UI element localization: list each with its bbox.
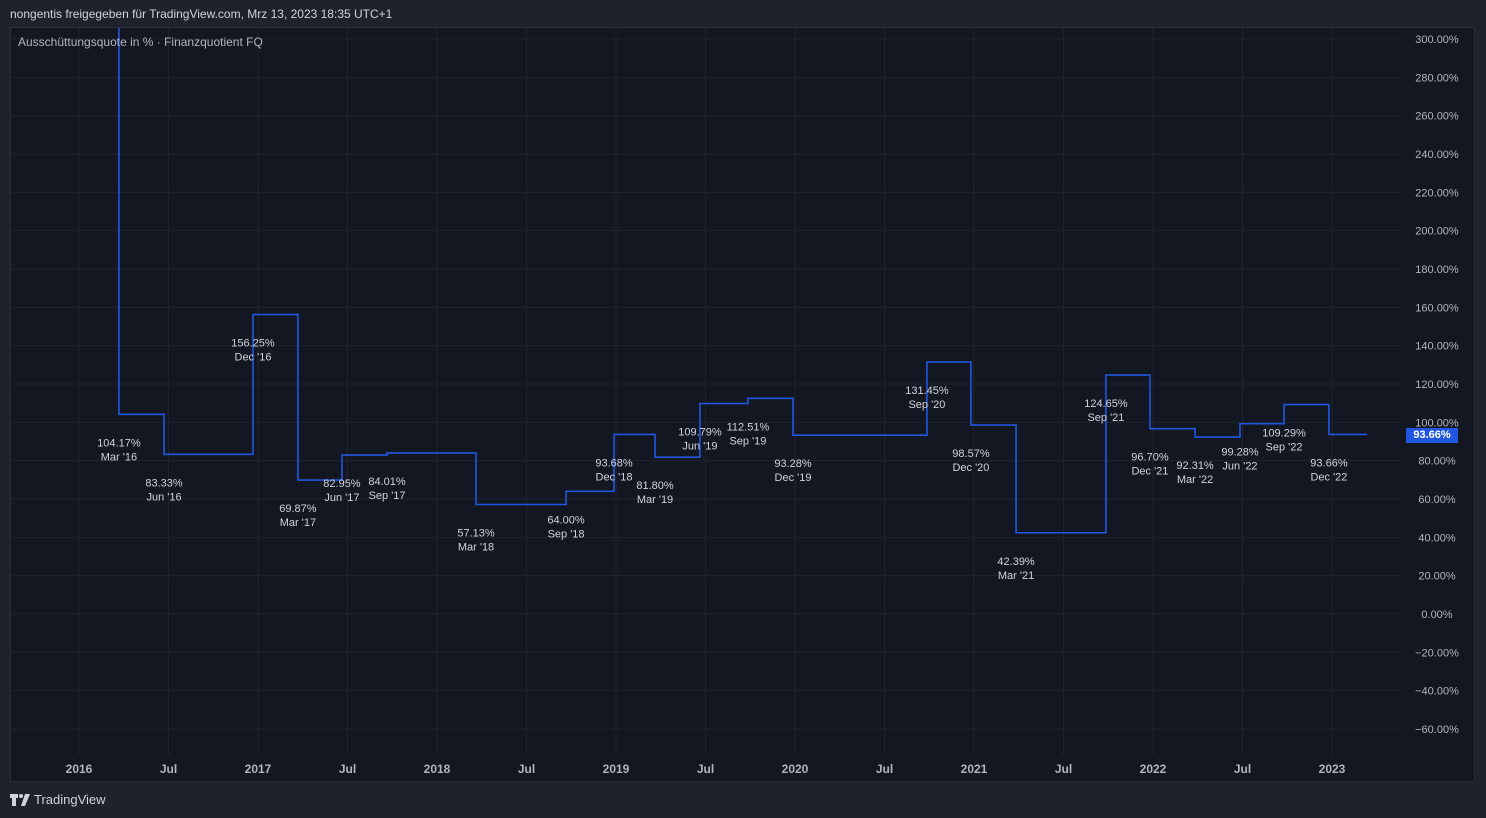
x-tick-label: Jul xyxy=(697,762,714,776)
y-tick-label: 240.00% xyxy=(1415,149,1459,161)
data-label-value: 42.39% xyxy=(997,556,1035,568)
y-tick-label: 0.00% xyxy=(1421,609,1452,621)
x-tick-label: Jul xyxy=(1055,762,1072,776)
data-label-period: Jun '16 xyxy=(146,491,181,503)
data-label-period: Jun '22 xyxy=(1222,461,1257,473)
data-label-value: 84.01% xyxy=(368,476,406,488)
series-line-group xyxy=(118,28,1368,534)
data-label-period: Sep '22 xyxy=(1266,442,1303,454)
chart-header-title: nongentis freigegeben für TradingView.co… xyxy=(10,7,393,21)
x-tick-label: Jul xyxy=(876,762,893,776)
data-label-value: 83.33% xyxy=(145,477,183,489)
data-label-value: 82.95% xyxy=(323,478,361,490)
x-tick-label: 2023 xyxy=(1319,762,1346,776)
tradingview-logo[interactable]: TradingView xyxy=(10,792,106,807)
x-tick-label: Jul xyxy=(1234,762,1251,776)
data-label-value: 57.13% xyxy=(457,528,495,540)
series-step-line xyxy=(118,28,1368,534)
data-label-value: 93.28% xyxy=(774,458,812,470)
y-tick-label: −20.00% xyxy=(1415,647,1459,659)
x-axis: 2016 Jul 2017 Jul 2018 Jul 2019 Jul 2020 Jul 2021 J… xyxy=(66,762,1346,776)
data-label-period: Sep '20 xyxy=(908,399,945,411)
x-tick-label: 2017 xyxy=(245,762,272,776)
data-label-value: 109.29% xyxy=(1262,428,1306,440)
y-tick-label: 180.00% xyxy=(1415,264,1459,276)
data-label-value: 96.70% xyxy=(1131,452,1169,464)
y-tick-label: 140.00% xyxy=(1415,341,1459,353)
series-legend[interactable]: Ausschüttungsquote in % · Finanzquotient… xyxy=(18,35,263,49)
data-label-period: Sep '21 xyxy=(1087,412,1124,424)
data-label-value: 92.31% xyxy=(1176,460,1214,472)
data-label-value: 104.17% xyxy=(97,437,141,449)
y-tick-label: 80.00% xyxy=(1418,456,1456,468)
data-label-period: Dec '18 xyxy=(596,471,633,483)
data-label-period: Sep '17 xyxy=(369,490,406,502)
brand-name: TradingView xyxy=(34,792,106,807)
data-label-value: 93.68% xyxy=(595,457,633,469)
data-label-value: 112.51% xyxy=(727,421,770,433)
data-label-period: Mar '17 xyxy=(280,517,316,529)
y-tick-label: −40.00% xyxy=(1415,686,1459,698)
tradingview-logo-icon xyxy=(10,793,30,806)
data-label-period: Dec '20 xyxy=(952,462,989,474)
data-label-value: 93.66% xyxy=(1310,457,1348,469)
x-tick-label: 2022 xyxy=(1140,762,1167,776)
y-tick-label: 220.00% xyxy=(1415,187,1459,199)
data-label-period: Dec '16 xyxy=(235,352,272,364)
chart-pane[interactable] xyxy=(10,27,1475,782)
y-tick-label: 20.00% xyxy=(1418,571,1456,583)
data-label-period: Sep '19 xyxy=(729,435,766,447)
data-label-value: 64.00% xyxy=(547,514,585,526)
data-labels: 104.17% Mar '16 83.33% Jun '16 156.25% Dec '1… xyxy=(97,338,1348,582)
x-tick-label: Jul xyxy=(339,762,356,776)
x-tick-label: 2020 xyxy=(782,762,809,776)
data-label-period: Sep '18 xyxy=(548,528,585,540)
data-label-value: 69.87% xyxy=(279,503,317,515)
y-tick-label: 300.00% xyxy=(1415,34,1459,46)
data-label-value: 81.80% xyxy=(636,480,674,492)
data-label-period: Dec '21 xyxy=(1131,466,1168,478)
y-tick-label: 200.00% xyxy=(1415,226,1459,238)
x-tick-label: 2018 xyxy=(424,762,451,776)
y-tick-label: 280.00% xyxy=(1415,72,1459,84)
data-label-period: Mar '22 xyxy=(1177,474,1213,486)
data-label-value: 98.57% xyxy=(952,448,990,460)
x-tick-label: 2019 xyxy=(603,762,630,776)
data-label-value: 124.65% xyxy=(1084,398,1128,410)
last-value-badge: 93.66% xyxy=(1406,428,1458,443)
data-label-period: Mar '18 xyxy=(458,542,494,554)
y-tick-label: 120.00% xyxy=(1415,379,1459,391)
data-label-value: 109.79% xyxy=(678,427,722,439)
data-label-period: Mar '19 xyxy=(637,494,673,506)
data-label-value: 99.28% xyxy=(1221,447,1259,459)
x-tick-label: Jul xyxy=(160,762,177,776)
data-label-period: Mar '21 xyxy=(998,570,1034,582)
x-tick-label: Jul xyxy=(518,762,535,776)
data-label-value: 156.25% xyxy=(231,338,275,350)
y-axis: 300.00% 280.00% 260.00% 240.00% 220.00% 200.0… xyxy=(1415,34,1459,736)
y-tick-label: 100.00% xyxy=(1415,417,1459,429)
y-tick-label: 260.00% xyxy=(1415,111,1459,123)
gridlines xyxy=(11,28,1400,755)
y-tick-label: 60.00% xyxy=(1418,494,1456,506)
x-tick-label: 2021 xyxy=(961,762,988,776)
data-label-period: Jun '17 xyxy=(324,492,359,504)
data-label-value: 131.45% xyxy=(905,385,949,397)
y-tick-label: 160.00% xyxy=(1415,302,1459,314)
data-label-period: Jun '19 xyxy=(682,441,717,453)
data-label-period: Mar '16 xyxy=(101,451,137,463)
y-tick-label: −60.00% xyxy=(1415,724,1459,736)
data-label-period: Dec '19 xyxy=(775,472,812,484)
x-tick-label: 2016 xyxy=(66,762,93,776)
data-label-period: Dec '22 xyxy=(1310,471,1347,483)
y-tick-label: 40.00% xyxy=(1418,532,1456,544)
